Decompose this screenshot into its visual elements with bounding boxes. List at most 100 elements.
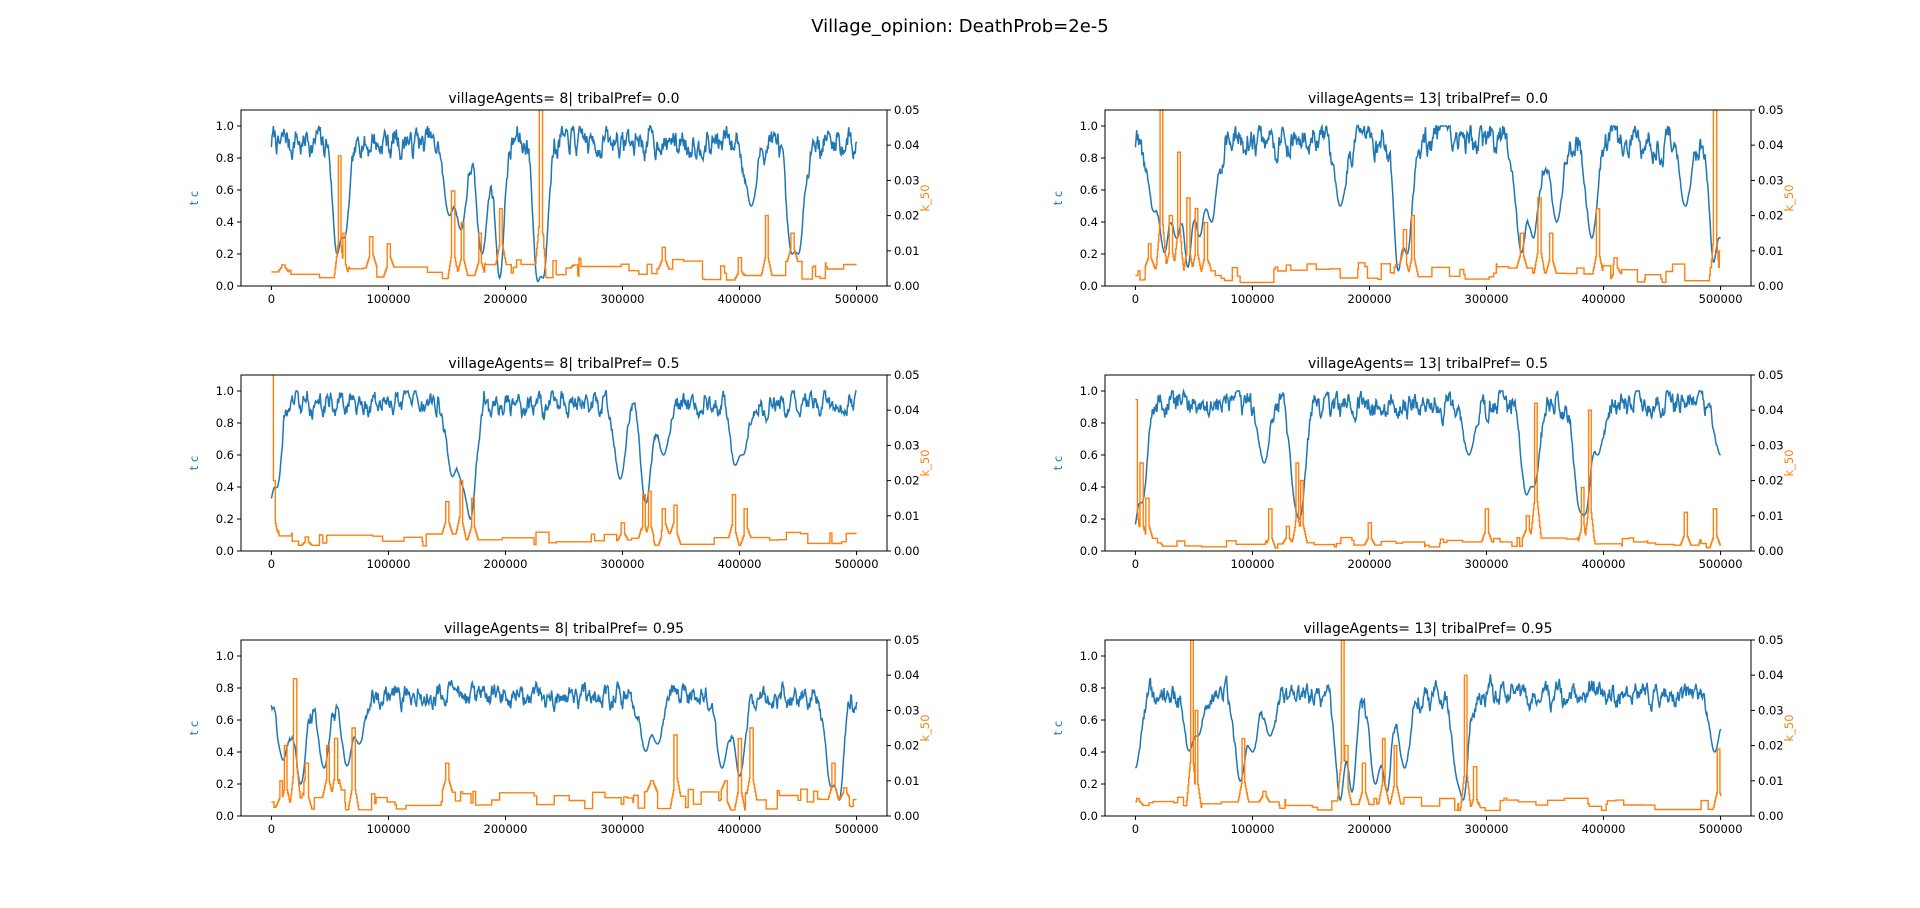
y2-tick-label: 0.03: [894, 438, 920, 452]
y-tick-label: 1.0: [216, 119, 234, 133]
series-line-left-6: [1134, 674, 1722, 802]
x-tick-label: 300000: [601, 822, 645, 836]
x-tick-label: 200000: [1348, 292, 1392, 306]
y2-tick-label: 0.03: [1758, 438, 1784, 452]
y-axis-label: t c: [187, 191, 201, 206]
subplot-title: villageAgents= 13| tribalPref= 0.95: [1304, 621, 1553, 637]
y-tick-label: 0.0: [1080, 544, 1098, 558]
y2-tick-label: 0.04: [1758, 668, 1784, 682]
y2-tick-label: 0.02: [894, 474, 920, 488]
subplot-title: villageAgents= 8| tribalPref= 0.0: [448, 91, 679, 107]
x-tick-label: 0: [268, 292, 275, 306]
x-tick-label: 300000: [1465, 292, 1509, 306]
y-tick-label: 0.4: [216, 745, 234, 759]
subplot-3: 0 100000 200000 300000 400000 500000 0.0 0.2 0.4…: [187, 356, 932, 571]
y-tick-label: 0.2: [1080, 512, 1098, 526]
y2-tick-label: 0.01: [1758, 774, 1784, 788]
y2-axis-label: k_50: [1782, 714, 1796, 741]
y2-tick-label: 0.05: [1758, 368, 1784, 382]
y2-tick-label: 0.01: [1758, 509, 1784, 523]
y2-tick-label: 0.04: [894, 403, 920, 417]
y-tick-label: 0.4: [1080, 215, 1098, 229]
series-line-right-4: [1135, 398, 1722, 549]
series-line-right-5: [271, 678, 857, 811]
y2-tick-label: 0.00: [1758, 279, 1784, 293]
y2-axis-label: k_50: [918, 184, 932, 211]
y-tick-label: 0.2: [1080, 247, 1098, 261]
x-tick-label: 0: [1132, 292, 1139, 306]
x-tick-label: 300000: [601, 557, 645, 571]
x-tick-label: 300000: [601, 292, 645, 306]
y-tick-label: 0.4: [1080, 745, 1098, 759]
axes-frame: [240, 639, 888, 817]
x-tick-label: 400000: [718, 557, 762, 571]
y-tick-label: 0.2: [216, 247, 234, 261]
y-tick-label: 0.6: [216, 183, 234, 197]
y-tick-label: 0.6: [1080, 183, 1098, 197]
y-tick-label: 0.4: [1080, 480, 1098, 494]
x-tick-label: 200000: [484, 557, 528, 571]
y2-tick-label: 0.01: [894, 774, 920, 788]
y2-tick-label: 0.04: [894, 668, 920, 682]
y-tick-label: 0.2: [1080, 777, 1098, 791]
x-tick-label: 500000: [835, 292, 879, 306]
y2-tick-label: 0.03: [894, 703, 920, 717]
y-tick-label: 0.6: [1080, 713, 1098, 727]
x-tick-label: 300000: [1465, 822, 1509, 836]
y-tick-label: 0.4: [216, 480, 234, 494]
y2-tick-label: 0.01: [894, 244, 920, 258]
series-line-left-1: [270, 125, 858, 283]
y2-axis-label: k_50: [918, 714, 932, 741]
y-tick-label: 0.6: [216, 713, 234, 727]
y-tick-label: 0.4: [216, 215, 234, 229]
y2-tick-label: 0.05: [894, 103, 920, 117]
y-tick-label: 0.8: [216, 416, 234, 430]
y2-tick-label: 0.05: [894, 633, 920, 647]
series-line-right-2: [1135, 110, 1721, 284]
y2-tick-label: 0.04: [894, 138, 920, 152]
y2-tick-label: 0.03: [1758, 173, 1784, 187]
subplot-1: 0 100000 200000 300000 400000 500000 0.0 0.2 0.4…: [187, 91, 932, 306]
subplot-title: villageAgents= 13| tribalPref= 0.0: [1308, 91, 1548, 107]
y-tick-label: 0.0: [1080, 279, 1098, 293]
y2-tick-label: 0.05: [1758, 633, 1784, 647]
y-tick-label: 0.8: [1080, 416, 1098, 430]
y-axis-label: t c: [187, 721, 201, 736]
axes-frame: [240, 374, 888, 552]
y-tick-label: 0.8: [216, 151, 234, 165]
series-line-right-6: [1135, 640, 1722, 812]
y-axis-label: t c: [1051, 456, 1065, 471]
y-tick-label: 0.8: [1080, 681, 1098, 695]
series-line-left-2: [1134, 123, 1721, 272]
x-tick-label: 500000: [1699, 822, 1743, 836]
subplot-2: 0 100000 200000 300000 400000 500000 0.0 0.2 0.4…: [1051, 91, 1796, 306]
y2-tick-label: 0.00: [1758, 809, 1784, 823]
figure-suptitle: Village_opinion: DeathProb=2e-5: [811, 16, 1108, 37]
x-tick-label: 0: [268, 822, 275, 836]
y2-tick-label: 0.02: [894, 209, 920, 223]
x-tick-label: 0: [1132, 822, 1139, 836]
axes-frame: [1104, 374, 1752, 552]
y2-tick-label: 0.05: [894, 368, 920, 382]
subplot-6: 0 100000 200000 300000 400000 500000 0.0 0.2 0.4…: [1051, 621, 1796, 836]
y2-tick-label: 0.02: [1758, 474, 1784, 488]
y2-axis-label: k_50: [1782, 449, 1796, 476]
x-tick-label: 300000: [1465, 557, 1509, 571]
x-tick-label: 200000: [1348, 557, 1392, 571]
y2-axis-label: k_50: [918, 449, 932, 476]
x-tick-label: 400000: [1582, 822, 1626, 836]
x-tick-label: 100000: [367, 292, 411, 306]
x-tick-label: 0: [268, 557, 275, 571]
y-tick-label: 0.0: [1080, 809, 1098, 823]
axes-frame: [1104, 109, 1752, 287]
y-tick-label: 0.0: [216, 544, 234, 558]
x-tick-label: 500000: [1699, 292, 1743, 306]
subplot-5: 0 100000 200000 300000 400000 500000 0.0 0.2 0.4…: [187, 621, 932, 836]
y2-tick-label: 0.01: [894, 509, 920, 523]
subplot-title: villageAgents= 13| tribalPref= 0.5: [1308, 356, 1548, 372]
y-tick-label: 1.0: [216, 384, 234, 398]
series-line-left-3: [270, 389, 857, 521]
y-tick-label: 0.0: [216, 279, 234, 293]
y2-tick-label: 0.01: [1758, 244, 1784, 258]
